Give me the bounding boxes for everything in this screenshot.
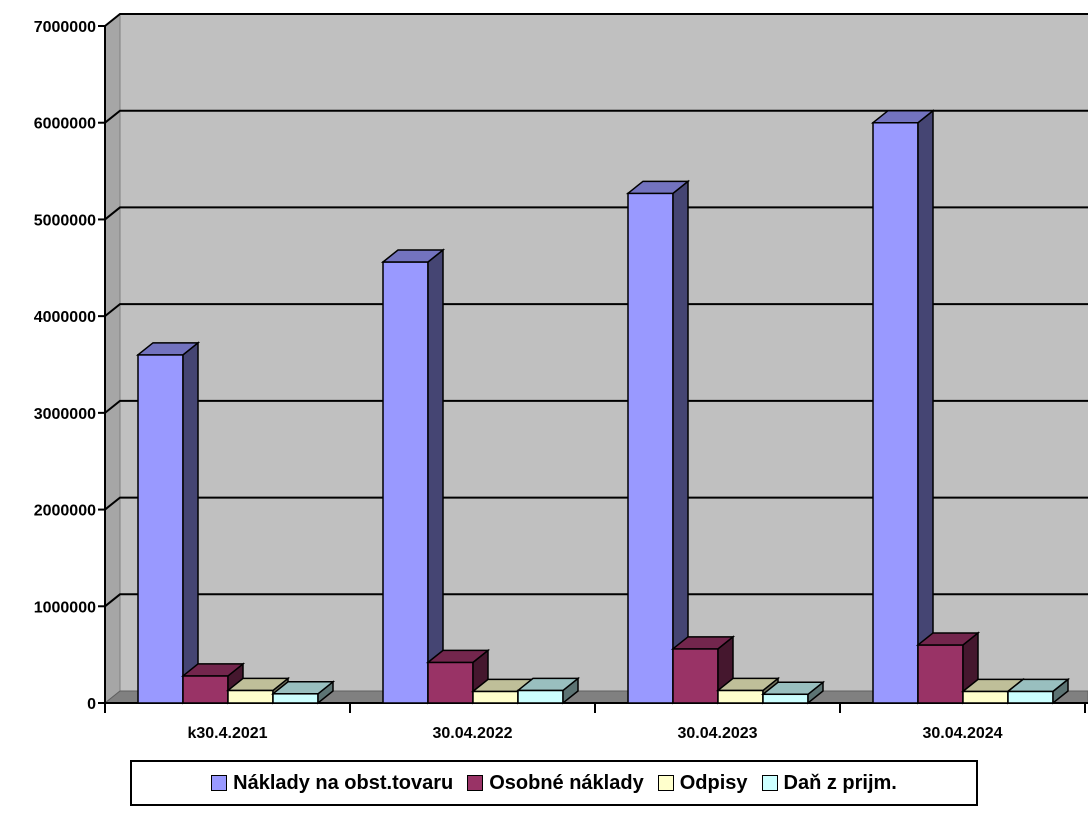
legend-item: Náklady na obst.tovaru [211, 772, 453, 795]
bar [1005, 677, 1071, 705]
legend-label: Daň z prijm. [783, 771, 897, 794]
bar [425, 648, 491, 705]
legend-item: Daň z prijm. [761, 771, 897, 795]
y-tick-label: 1000000 [34, 599, 96, 616]
legend-swatch [657, 775, 674, 791]
y-tick-label: 6000000 [34, 116, 96, 133]
legend: Náklady na obst.tovaru Osobné náklady Odpi… [130, 760, 978, 806]
x-tick-label: k30.4.2021 [187, 725, 267, 742]
bar [135, 341, 201, 705]
y-tick-label: 4000000 [34, 309, 96, 326]
x-tick-label: 30.04.2023 [677, 725, 757, 742]
bar [180, 662, 246, 705]
legend-label: Odpisy [679, 771, 748, 794]
bar [760, 680, 826, 705]
gridline [104, 496, 1088, 511]
legend-swatch [211, 775, 228, 791]
legend-swatch [467, 775, 484, 791]
y-tick-label: 3000000 [34, 406, 96, 423]
legend-label: Náklady na obst.tovaru [233, 771, 454, 794]
bar [225, 676, 291, 705]
x-tick-label: 30.04.2024 [922, 725, 1002, 742]
y-tick-label: 2000000 [34, 503, 96, 520]
gridline [104, 593, 1088, 608]
y-tick-label: 0 [87, 696, 96, 713]
bar [380, 248, 446, 705]
plot-back-wall [120, 14, 1088, 691]
legend-swatch [761, 775, 778, 791]
legend-item: Odpisy [657, 771, 748, 795]
gridline [104, 206, 1088, 221]
x-tick-label: 30.04.2022 [432, 725, 512, 742]
y-tick-label: 7000000 [34, 19, 96, 36]
bar [870, 109, 936, 705]
chart-svg: 0 1000000 2000000 3000000 4000000 5000000 6000… [34, 12, 1088, 742]
bar [270, 680, 336, 705]
gridline [104, 303, 1088, 317]
legend-label: Osobné náklady [489, 771, 644, 794]
y-tick-label: 5000000 [34, 212, 96, 229]
bar [515, 676, 581, 705]
gridline [104, 399, 1088, 414]
gridline [104, 109, 1088, 124]
legend-item: Osobné náklady [467, 772, 644, 795]
bar [625, 179, 691, 705]
gridline [104, 13, 1088, 27]
